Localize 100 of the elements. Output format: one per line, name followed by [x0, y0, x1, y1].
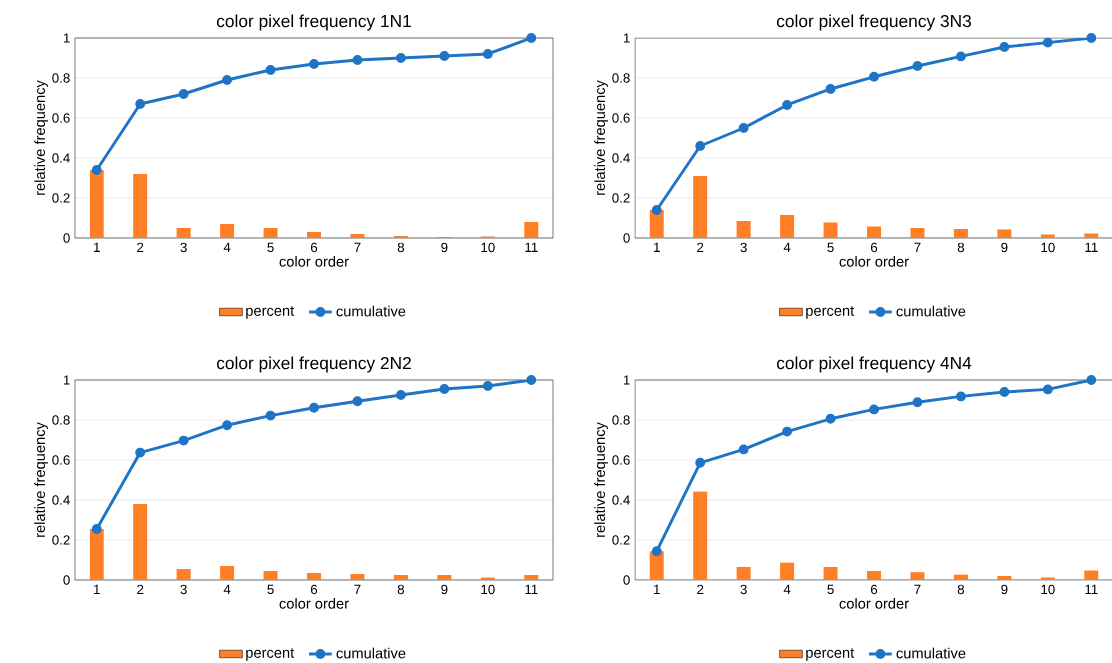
x-axis-title: color order [839, 255, 909, 267]
point [825, 413, 836, 424]
point [1086, 375, 1097, 385]
bar [953, 574, 968, 580]
bar [1040, 234, 1055, 238]
y-tick-label: 0.4 [52, 495, 70, 505]
point [178, 435, 189, 446]
y-axis-title: relative frequency [34, 422, 48, 537]
legend-label: percent [246, 648, 295, 661]
y-tick-label: 0.4 [612, 495, 630, 505]
x-tick-label: 9 [1001, 242, 1008, 253]
point [91, 524, 102, 534]
point [695, 141, 706, 151]
x-tick-label: 10 [1041, 584, 1055, 595]
bar [649, 209, 664, 238]
point [651, 205, 662, 215]
bar [1084, 570, 1099, 580]
bar [693, 175, 708, 238]
bar [823, 222, 838, 238]
x-tick-label: 6 [310, 242, 318, 253]
point [309, 402, 319, 413]
bar [736, 567, 751, 580]
point [695, 457, 706, 468]
bar [910, 227, 925, 238]
bar [176, 227, 191, 238]
point [1042, 384, 1053, 395]
y-tick-label: 1 [63, 375, 70, 385]
x-tick-label: 2 [697, 242, 704, 253]
x-tick-label: 5 [267, 584, 274, 595]
point [912, 397, 923, 408]
point [395, 53, 406, 63]
x-tick-label: 7 [354, 242, 361, 252]
point [955, 391, 966, 402]
x-tick-label: 2 [137, 242, 144, 253]
x-axis-title: color order [279, 597, 349, 609]
bar [953, 228, 968, 238]
bar [176, 569, 191, 580]
point [869, 404, 879, 415]
x-tick-label: 5 [267, 242, 274, 252]
y-tick-label: 0.6 [612, 455, 630, 465]
point [222, 420, 233, 431]
x-tick-label: 10 [481, 584, 495, 595]
x-tick-label: 1 [94, 584, 100, 594]
bar [393, 575, 408, 580]
point [178, 89, 189, 99]
y-tick-label: 0 [623, 575, 630, 585]
y-tick-label: 0 [63, 575, 70, 585]
point [912, 61, 923, 71]
x-tick-label: 4 [783, 584, 791, 594]
point [738, 444, 749, 455]
x-tick-label: 3 [740, 242, 747, 253]
bar [867, 571, 882, 580]
bar [910, 572, 925, 580]
x-tick-label: 2 [697, 584, 704, 595]
x-tick-label: 4 [223, 242, 231, 252]
x-tick-label: 5 [827, 584, 834, 595]
x-tick-label: 9 [1001, 584, 1008, 595]
chart-title: color pixel frequency 3N3 [776, 14, 972, 31]
y-tick-label: 0.6 [52, 113, 70, 123]
point [265, 65, 276, 75]
point [782, 426, 793, 437]
legend-label: cumulative [336, 305, 406, 317]
legend-label: cumulative [896, 647, 966, 659]
bar [307, 573, 321, 580]
x-tick-label: 6 [870, 242, 878, 253]
x-axis-title: color order [279, 255, 349, 267]
x-tick-label: 8 [397, 584, 405, 595]
point [869, 71, 879, 82]
legend-label: cumulative [896, 305, 966, 317]
point [395, 390, 406, 400]
x-tick-label: 5 [827, 242, 834, 252]
x-tick-label: 2 [137, 584, 144, 595]
x-tick-label: 10 [1041, 242, 1055, 253]
point [135, 447, 146, 458]
x-tick-label: 4 [223, 584, 231, 594]
point [999, 42, 1010, 52]
bar [307, 231, 321, 238]
y-tick-label: 0.6 [612, 113, 630, 123]
x-tick-label: 1 [654, 242, 660, 252]
bar [997, 576, 1012, 580]
x-tick-label: 7 [354, 584, 361, 594]
x-tick-label: 4 [783, 242, 791, 252]
x-tick-label: 3 [740, 584, 747, 595]
y-tick-label: 0.8 [612, 73, 630, 83]
point [352, 55, 363, 65]
point [91, 165, 102, 175]
legend-label: percent [806, 648, 855, 661]
y-tick-label: 1 [623, 375, 630, 385]
x-tick-label: 11 [525, 242, 538, 252]
x-tick-label: 3 [180, 242, 187, 253]
bar [524, 221, 539, 238]
chart-title: color pixel frequency 1N1 [216, 14, 411, 31]
x-tick-label: 6 [310, 584, 318, 595]
bar [133, 173, 148, 238]
bar [89, 170, 104, 238]
legend-label: cumulative [336, 647, 406, 659]
legend-label: percent [246, 306, 295, 319]
bar [220, 566, 235, 580]
bar [780, 214, 795, 238]
x-tick-label: 8 [957, 242, 965, 253]
